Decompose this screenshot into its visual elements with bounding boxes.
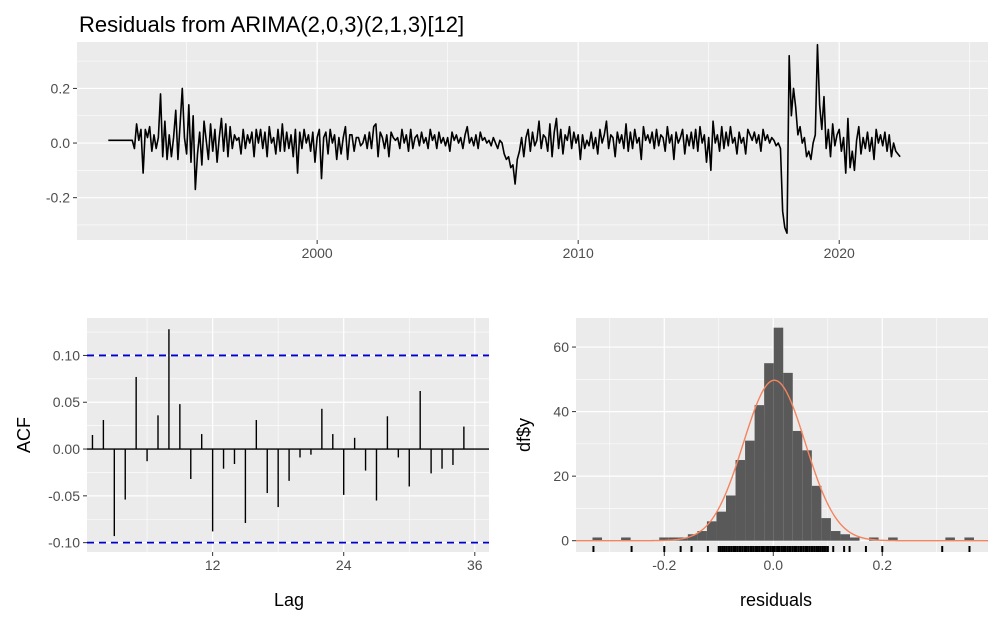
histogram-bar bbox=[888, 537, 898, 541]
acf-y-tick-label: 0.10 bbox=[53, 347, 80, 363]
histogram-bar bbox=[716, 511, 727, 541]
plot-title: Residuals from ARIMA(2,0,3)(2,1,3)[12] bbox=[79, 12, 464, 37]
ts-y-tick-label: 0.0 bbox=[51, 135, 71, 151]
hist-y-tick-label: 20 bbox=[553, 468, 569, 484]
hist-y-tick-label: 60 bbox=[553, 339, 569, 355]
acf-x-tick-label: 24 bbox=[336, 557, 352, 573]
histogram-bar bbox=[945, 537, 955, 541]
ts-y-tick-label: -0.2 bbox=[46, 190, 70, 206]
histogram-bar bbox=[802, 450, 812, 541]
hist-x-axis-title: residuals bbox=[740, 590, 812, 610]
hist-x-tick-label: -0.2 bbox=[652, 557, 676, 573]
acf-y-axis-title: ACF bbox=[14, 417, 34, 453]
histogram-bar bbox=[697, 531, 707, 541]
histogram-bar bbox=[964, 537, 974, 541]
hist-y-tick-label: 0 bbox=[561, 533, 569, 549]
acf-y-tick-label: -0.05 bbox=[48, 488, 80, 504]
acf-x-tick-label: 36 bbox=[467, 557, 483, 573]
acf-y-tick-label: 0.05 bbox=[53, 394, 80, 410]
hist-x-tick-label: 0.0 bbox=[764, 557, 784, 573]
histogram-bar bbox=[668, 537, 679, 541]
histogram-bar bbox=[821, 518, 831, 541]
acf-y-tick-label: 0.00 bbox=[53, 441, 80, 457]
residual-series-line bbox=[108, 43, 901, 234]
acf-panel: Lag ACF 12 24 36 -0.10 -0.05 0.00 0.05 0.10 bbox=[14, 318, 489, 610]
hist-y-tick-label: 40 bbox=[553, 404, 569, 420]
normal-density-curve bbox=[576, 379, 988, 542]
histogram-bar bbox=[840, 534, 850, 541]
histogram-bar bbox=[849, 537, 860, 541]
hist-x-tick-label: 0.2 bbox=[873, 557, 893, 573]
acf-x-tick-label: 12 bbox=[205, 557, 221, 573]
histogram-bar bbox=[592, 537, 603, 541]
acf-y-tick-label: -0.10 bbox=[48, 535, 80, 551]
histogram-bar bbox=[783, 372, 793, 541]
acf-x-axis-title: Lag bbox=[274, 590, 304, 610]
histogram-bar bbox=[830, 531, 841, 541]
residual-histogram-panel: residuals df$y -0.2 0.0 0.2 0 20 40 60 bbox=[514, 318, 988, 610]
histogram-bar bbox=[706, 521, 717, 541]
ts-x-tick-label: 2020 bbox=[824, 245, 855, 261]
histogram-bar bbox=[659, 537, 669, 541]
histogram-bar bbox=[792, 430, 803, 541]
ts-x-tick-label: 2010 bbox=[563, 245, 594, 261]
ts-x-tick-label: 2000 bbox=[302, 245, 333, 261]
acf-panel-background bbox=[87, 318, 489, 552]
histogram-bar bbox=[754, 405, 765, 541]
histogram-bar bbox=[726, 495, 736, 541]
hist-y-axis-title: df$y bbox=[514, 418, 534, 452]
histogram-bar bbox=[811, 485, 822, 541]
histogram-bar bbox=[621, 537, 631, 541]
residual-time-series-panel: 2000 2010 2020 -0.2 0.0 0.2 bbox=[46, 42, 988, 261]
histogram-bar bbox=[735, 460, 746, 541]
histogram-bar bbox=[687, 534, 698, 541]
histogram-bar bbox=[764, 363, 774, 541]
ts-y-tick-label: 0.2 bbox=[51, 80, 71, 96]
histogram-bar bbox=[745, 440, 755, 541]
histogram-bar bbox=[773, 327, 784, 541]
